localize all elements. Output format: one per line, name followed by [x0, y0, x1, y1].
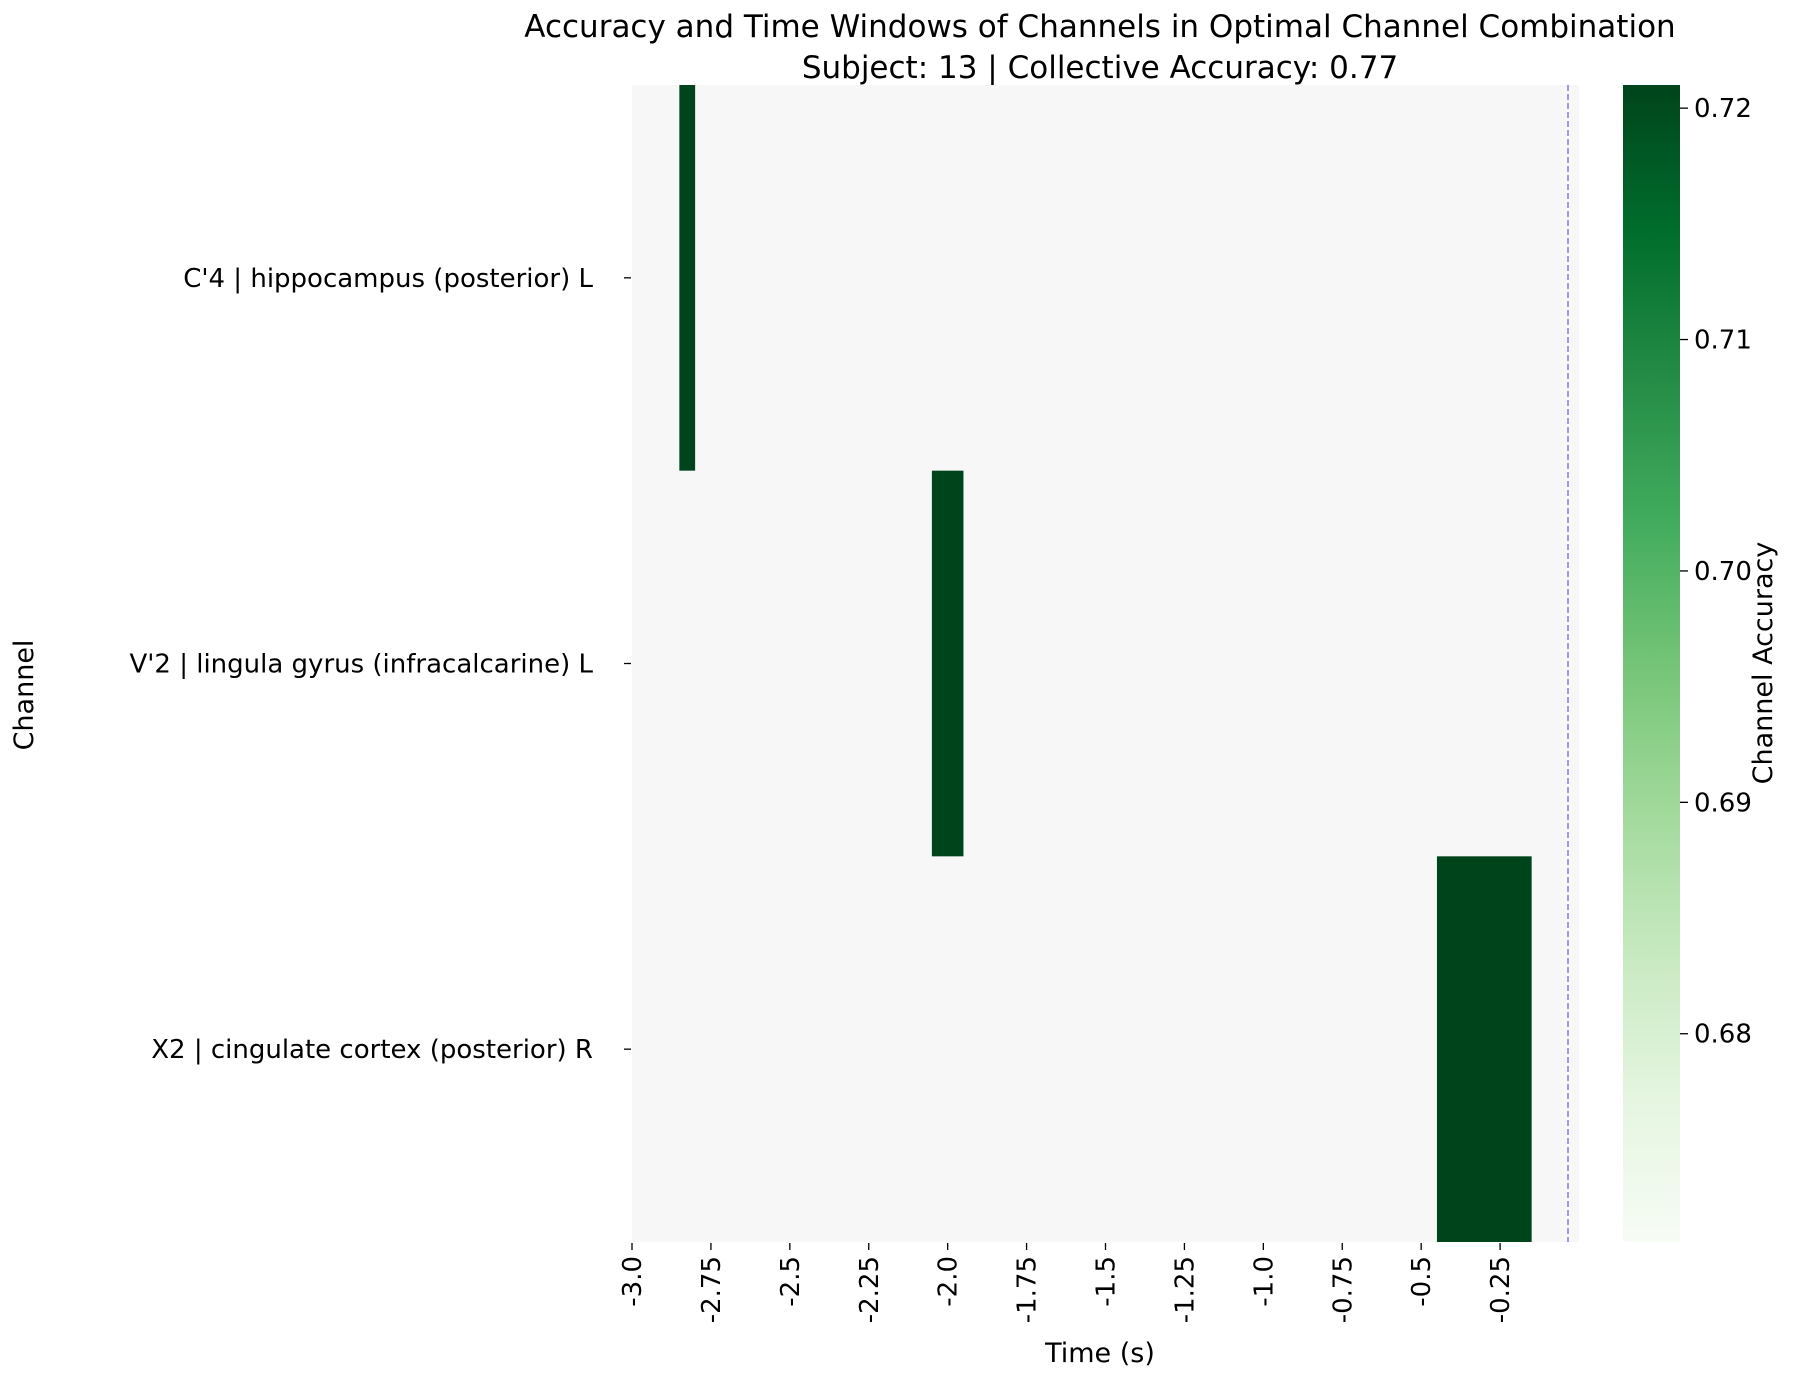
y-tick-label: C'4 | hippocampus (posterior) L	[183, 264, 593, 294]
colorbar-tick-label: 0.72	[1694, 94, 1752, 124]
y-tick-label: V'2 | lingula gyrus (infracalcarine) L	[129, 650, 593, 680]
y-axis-ticks: C'4 | hippocampus (posterior) L V'2 | lin…	[129, 264, 631, 1065]
chart-subtitle: Subject: 13 | Collective Accuracy: 0.77	[802, 50, 1398, 86]
x-tick-label: -1.25	[1170, 1256, 1200, 1323]
x-tick-label: -1.0	[1249, 1256, 1279, 1307]
x-tick-label: -3.0	[618, 1256, 648, 1307]
x-tick-label: -1.75	[1013, 1256, 1043, 1323]
colorbar-tick-label: 0.71	[1694, 326, 1752, 356]
x-tick-label: -0.5	[1407, 1256, 1437, 1307]
colorbar-gradient	[1623, 85, 1680, 1242]
colorbar-tick-label: 0.68	[1694, 1020, 1752, 1050]
x-tick-label: -1.5	[1092, 1256, 1122, 1307]
x-axis-ticks: -3.0 -2.75 -2.5 -2.25 -2.0 -1.75 -1.5 -1.25 -1.0…	[618, 1243, 1516, 1323]
colorbar-tick-label: 0.69	[1694, 788, 1752, 818]
x-tick-label: -2.75	[697, 1256, 727, 1323]
x-tick-label: -2.5	[776, 1256, 806, 1307]
chart-title: Accuracy and Time Windows of Channels in…	[524, 9, 1675, 45]
x-tick-label: -0.25	[1486, 1256, 1516, 1323]
colorbar-ticks: 0.68 0.69 0.70 0.71 0.72	[1680, 94, 1752, 1050]
x-tick-label: -0.75	[1328, 1256, 1358, 1323]
plot-background	[632, 85, 1579, 1242]
x-tick-label: -2.0	[934, 1256, 964, 1307]
heatmap-cell	[1436, 856, 1532, 1242]
x-axis-label: Time (s)	[1044, 1338, 1155, 1369]
colorbar-label: Channel Accuracy	[1748, 542, 1779, 785]
heatmap-cell	[931, 470, 964, 857]
colorbar-tick-label: 0.70	[1694, 557, 1752, 587]
heatmap-cells	[679, 85, 1532, 1242]
x-tick-label: -2.25	[855, 1256, 885, 1323]
heatmap-cell	[679, 85, 696, 471]
y-tick-label: X2 | cingulate cortex (posterior) R	[151, 1035, 593, 1065]
y-axis-label: Channel	[9, 640, 40, 751]
